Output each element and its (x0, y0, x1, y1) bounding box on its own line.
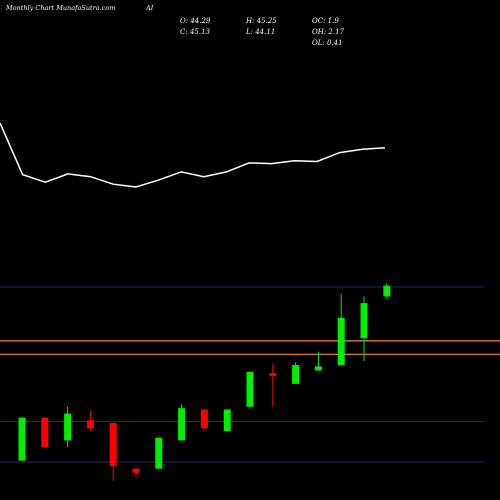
ticker-symbol: AI (146, 4, 154, 12)
candle-body (132, 468, 140, 473)
candle-body (360, 303, 368, 339)
candle-body (155, 437, 163, 469)
high-value: H: 45.25 (246, 17, 277, 25)
low-value: L: 44.11 (246, 28, 276, 36)
candle-body (246, 371, 254, 407)
candle-body (178, 408, 186, 441)
candle-body (292, 365, 300, 384)
open-high-value: OH: 2.17 (312, 28, 345, 36)
candle-body (86, 420, 94, 429)
candle-body (200, 409, 208, 429)
candle-body (223, 409, 231, 432)
open-close-value: OC: 1.9 (312, 17, 339, 25)
candle-body (18, 417, 26, 461)
candle-body (269, 373, 277, 376)
candle-body (64, 413, 72, 441)
candle-body (109, 422, 117, 467)
close-value: C: 45.13 (180, 28, 210, 36)
candle-body (383, 285, 391, 297)
open-low-value: OL: 0.41 (312, 39, 343, 47)
open-value: O: 44.29 (180, 17, 211, 25)
chart-title: Monthly Chart MunafaSutra.com (6, 4, 116, 12)
candle-body (41, 417, 49, 448)
candle-body (314, 366, 322, 371)
price-line (0, 122, 386, 188)
candle-body (337, 317, 345, 366)
